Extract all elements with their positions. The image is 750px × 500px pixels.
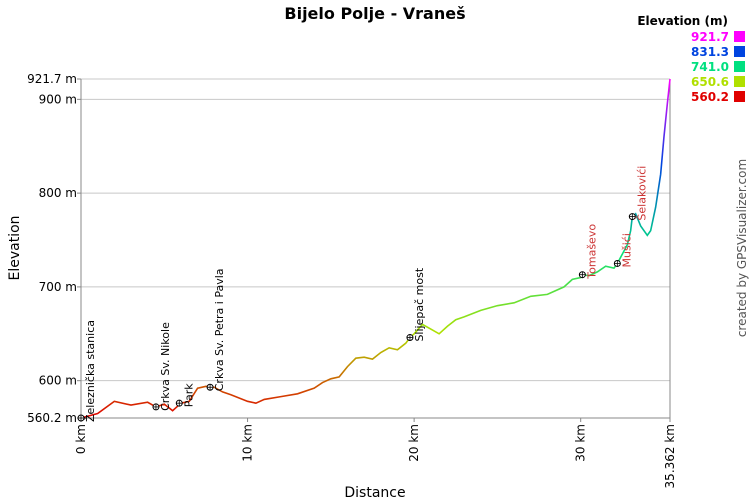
legend-label: 741.0 (691, 60, 729, 74)
elevation-line (80, 78, 671, 419)
waypoint-label: Crkva Sv. Petra i Pavla (213, 268, 226, 391)
legend-label: 921.7 (691, 30, 729, 44)
waypoint-label: Železnička stanica (84, 320, 97, 422)
legend-title: Elevation (m) (637, 14, 728, 28)
x-axis-label: Distance (344, 485, 405, 500)
waypoint: Crkva Sv. Nikole (152, 322, 172, 411)
y-tick-label: 560.2 m (27, 411, 77, 425)
y-tick-label: 900 m (39, 92, 77, 106)
legend-swatch (734, 61, 745, 72)
waypoint-label: Park (182, 383, 195, 407)
waypoint-label: Tomaševo (585, 224, 598, 280)
waypoint: Crkva Sv. Petra i Pavla (206, 268, 226, 391)
x-tick-label: 30 km (574, 424, 588, 462)
y-axis-label: Elevation (7, 215, 23, 280)
waypoint: Šelakovići (628, 166, 648, 221)
y-tick-label: 600 m (39, 374, 77, 388)
waypoint: Železnička stanica (77, 320, 97, 422)
x-tick-label: 35.362 km (663, 424, 677, 488)
waypoint: Slijepač most (406, 267, 426, 342)
y-tick-label: 700 m (39, 280, 77, 294)
chart-title: Bijelo Polje - Vraneš (284, 4, 465, 23)
waypoint: Park (175, 383, 195, 407)
y-tick-label: 800 m (39, 186, 77, 200)
waypoint-label: Šelakovići (635, 166, 648, 221)
legend-swatch (734, 76, 745, 87)
legend-label: 831.3 (691, 45, 729, 59)
credit: created by GPSVisualizer.com (735, 159, 749, 337)
x-tick-label: 20 km (407, 424, 421, 462)
waypoint-label: Crkva Sv. Nikole (159, 322, 172, 411)
waypoint: Tomaševo (578, 224, 598, 280)
legend-swatch (734, 46, 745, 57)
x-tick-label: 10 km (241, 424, 255, 462)
waypoint-label: Mušići (620, 233, 633, 267)
x-tick-label: 0 km (74, 424, 88, 454)
legend-swatch (734, 31, 745, 42)
waypoint: Mušići (613, 233, 633, 267)
y-tick-label: 921.7 m (27, 72, 77, 86)
waypoint-label: Slijepač most (413, 267, 426, 341)
legend-label: 650.6 (691, 75, 729, 89)
legend-swatch (734, 91, 745, 102)
legend-label: 560.2 (691, 90, 729, 104)
